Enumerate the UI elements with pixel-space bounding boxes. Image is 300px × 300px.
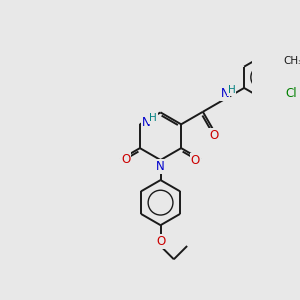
Text: CH₃: CH₃ xyxy=(283,56,300,66)
Text: H: H xyxy=(228,85,236,95)
Text: H: H xyxy=(149,113,157,123)
Text: N: N xyxy=(156,160,165,173)
Text: O: O xyxy=(121,153,130,166)
Text: N: N xyxy=(142,116,151,129)
Text: O: O xyxy=(156,235,165,248)
Text: O: O xyxy=(209,129,218,142)
Text: O: O xyxy=(190,154,200,167)
Text: N: N xyxy=(220,87,229,100)
Text: Cl: Cl xyxy=(285,87,297,100)
